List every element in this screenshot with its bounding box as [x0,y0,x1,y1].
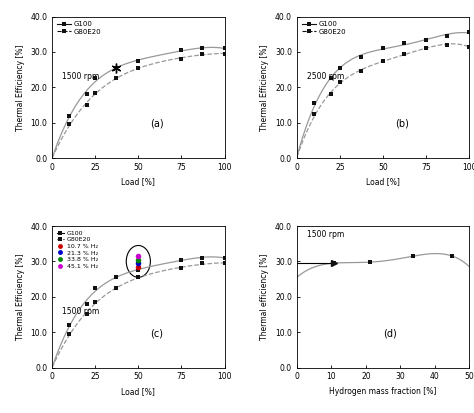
Point [135,253,142,259]
Point [65,331,73,337]
Point [328,91,335,98]
Point [83,91,91,98]
Point [65,121,73,128]
Legend: G100, G80E20: G100, G80E20 [55,20,103,36]
Point [178,47,185,53]
Point [357,68,365,75]
Point [221,254,228,261]
X-axis label: Load [%]: Load [%] [121,387,155,396]
Point [366,259,374,266]
Point [91,285,99,291]
Point [410,253,417,259]
Point [198,260,206,266]
Point [379,45,387,52]
Y-axis label: Thermal Efficiency [%]: Thermal Efficiency [%] [16,254,25,340]
Point [336,64,344,71]
Point [221,50,228,57]
X-axis label: Load [%]: Load [%] [121,178,155,187]
Point [135,260,142,266]
Y-axis label: Thermal Efficiency [%]: Thermal Efficiency [%] [261,44,270,131]
Point [112,64,120,71]
Y-axis label: Thermal Efficiency [%]: Thermal Efficiency [%] [16,44,25,131]
Point [221,45,228,52]
Point [91,299,99,305]
Point [83,311,91,318]
Point [135,64,142,71]
Point [465,29,473,36]
Point [357,54,365,61]
Point [112,285,120,291]
Point [336,79,344,85]
X-axis label: Load [%]: Load [%] [366,178,400,187]
Point [135,267,142,273]
Point [330,260,337,266]
Text: (c): (c) [150,328,164,338]
Point [328,75,335,82]
Point [400,50,408,57]
Point [178,265,185,272]
Point [198,254,206,261]
Point [198,45,206,52]
Point [65,322,73,328]
Point [112,75,120,82]
Point [198,50,206,57]
Point [91,75,99,82]
Point [443,33,451,39]
Y-axis label: Thermal efficiency [%]: Thermal efficiency [%] [261,254,270,340]
Point [310,100,318,107]
Point [465,43,473,50]
X-axis label: Hydrogen mass fraction [%]: Hydrogen mass fraction [%] [329,387,437,396]
Point [310,111,318,117]
Point [135,274,142,281]
Point [83,102,91,108]
Text: 2500 rpm: 2500 rpm [307,72,345,81]
Point [135,256,142,263]
Point [443,42,451,48]
Point [83,301,91,307]
Point [65,112,73,119]
Legend: G100, G80E20: G100, G80E20 [301,20,347,36]
Point [135,57,142,64]
Text: 1500 rpm: 1500 rpm [63,72,100,81]
Point [135,263,142,270]
Point [448,253,456,259]
Legend: G100, G80E20, 10.7 % H₂, 21.3 % H₂, 33.8 % H₂, 45.1 % H₂: G100, G80E20, 10.7 % H₂, 21.3 % H₂, 33.8… [55,229,99,270]
Text: (b): (b) [395,119,409,129]
Text: (d): (d) [383,328,397,338]
Point [379,57,387,64]
Text: (a): (a) [150,119,164,129]
Point [112,274,120,281]
Point [91,89,99,96]
Text: 1500 rpm: 1500 rpm [63,307,100,316]
Point [400,40,408,46]
Point [422,45,430,52]
Point [221,260,228,266]
Point [178,56,185,62]
Point [178,256,185,263]
Text: 1500 rpm: 1500 rpm [307,230,345,240]
Point [422,36,430,43]
